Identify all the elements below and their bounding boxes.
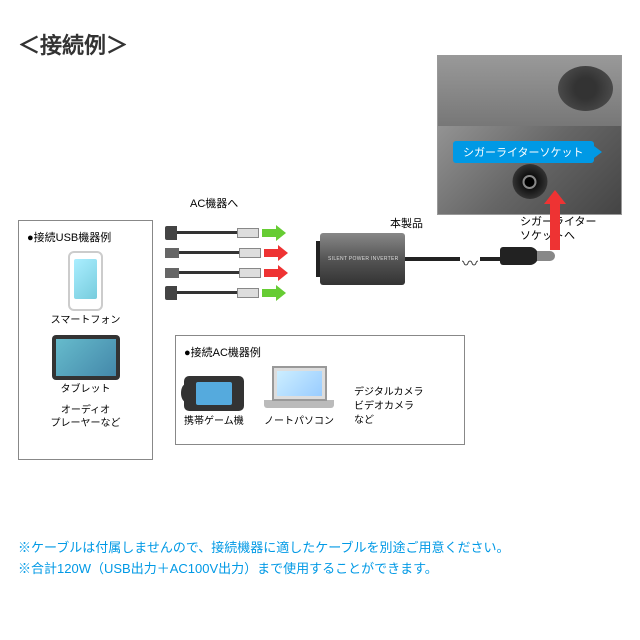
plug-end xyxy=(239,248,261,258)
socket-hole xyxy=(523,175,537,189)
note-1: ※ケーブルは付属しませんので、接続機器に適したケーブルを別途ご用意ください。 xyxy=(18,538,622,559)
ac-connector-icon xyxy=(165,226,177,240)
ac-label: AC機器へ xyxy=(190,195,238,211)
tablet-label: タブレット xyxy=(27,383,144,396)
socket-callout: シガーライターソケット xyxy=(453,141,594,163)
usb-connector-icon xyxy=(165,268,179,278)
cable-3 xyxy=(165,265,286,280)
game-console-device: 携帯ゲーム機 xyxy=(184,376,249,428)
cable-2 xyxy=(165,245,286,260)
arrow-up-icon xyxy=(550,190,560,250)
cigarette-plug xyxy=(500,247,555,267)
laptop-icon xyxy=(264,366,334,411)
product-label: 本製品 xyxy=(390,215,423,231)
car-dashboard-photo: シガーライターソケット xyxy=(437,55,622,215)
usb-devices-box: ●接続USB機器例 スマートフォン タブレット オーディオ プレーヤーなど xyxy=(18,220,153,460)
air-vent xyxy=(558,66,613,111)
power-cord xyxy=(405,257,500,261)
tablet-device: タブレット xyxy=(27,335,144,396)
cable-group xyxy=(165,225,286,305)
plug-end xyxy=(237,288,259,298)
laptop-screen xyxy=(272,366,327,401)
wire xyxy=(179,271,239,274)
inverter-product: SILENT POWER INVERTER xyxy=(320,233,405,285)
usb-box-title: ●接続USB機器例 xyxy=(27,229,144,245)
plug-tip xyxy=(537,251,555,261)
title: ＜接続例＞ xyxy=(18,28,128,60)
cable-4 xyxy=(165,285,286,300)
console-label: 携帯ゲーム機 xyxy=(184,415,249,428)
plug-body xyxy=(500,247,538,265)
audio-label: オーディオ プレーヤーなど xyxy=(27,404,144,430)
note-2: ※合計120W（USB出力＋AC100V出力）まで使用することができます。 xyxy=(18,559,622,580)
usb-connector-icon xyxy=(165,248,179,258)
cord-break-icon: 〰 xyxy=(460,250,480,274)
footer-notes: ※ケーブルは付属しませんので、接続機器に適したケーブルを別途ご用意ください。 ※… xyxy=(18,538,622,580)
phone-label: スマートフォン xyxy=(27,314,144,327)
cigarette-socket xyxy=(512,164,547,199)
inverter-text: SILENT POWER INVERTER xyxy=(328,256,399,262)
laptop-base xyxy=(264,400,334,408)
wire xyxy=(179,251,239,254)
tablet-icon xyxy=(52,335,120,380)
ac-connector-icon xyxy=(165,286,177,300)
ac-box-title: ●接続AC機器例 xyxy=(184,344,456,360)
audio-device: オーディオ プレーヤーなど xyxy=(27,404,144,430)
cable-1 xyxy=(165,225,286,240)
plug-end xyxy=(237,228,259,238)
camera-label: デジタルカメラ ビデオカメラ など xyxy=(354,386,424,428)
phone-icon xyxy=(68,251,103,311)
laptop-device: ノートパソコン xyxy=(264,366,339,428)
plug-end xyxy=(239,268,261,278)
camera-device: デジタルカメラ ビデオカメラ など xyxy=(354,386,424,428)
laptop-label: ノートパソコン xyxy=(264,415,339,428)
wire xyxy=(177,231,237,234)
wire xyxy=(177,291,237,294)
smartphone-device: スマートフォン xyxy=(27,251,144,327)
console-icon xyxy=(184,376,244,411)
ac-devices-box: ●接続AC機器例 携帯ゲーム機 ノートパソコン デジタルカメラ ビデオカメラ な… xyxy=(175,335,465,445)
